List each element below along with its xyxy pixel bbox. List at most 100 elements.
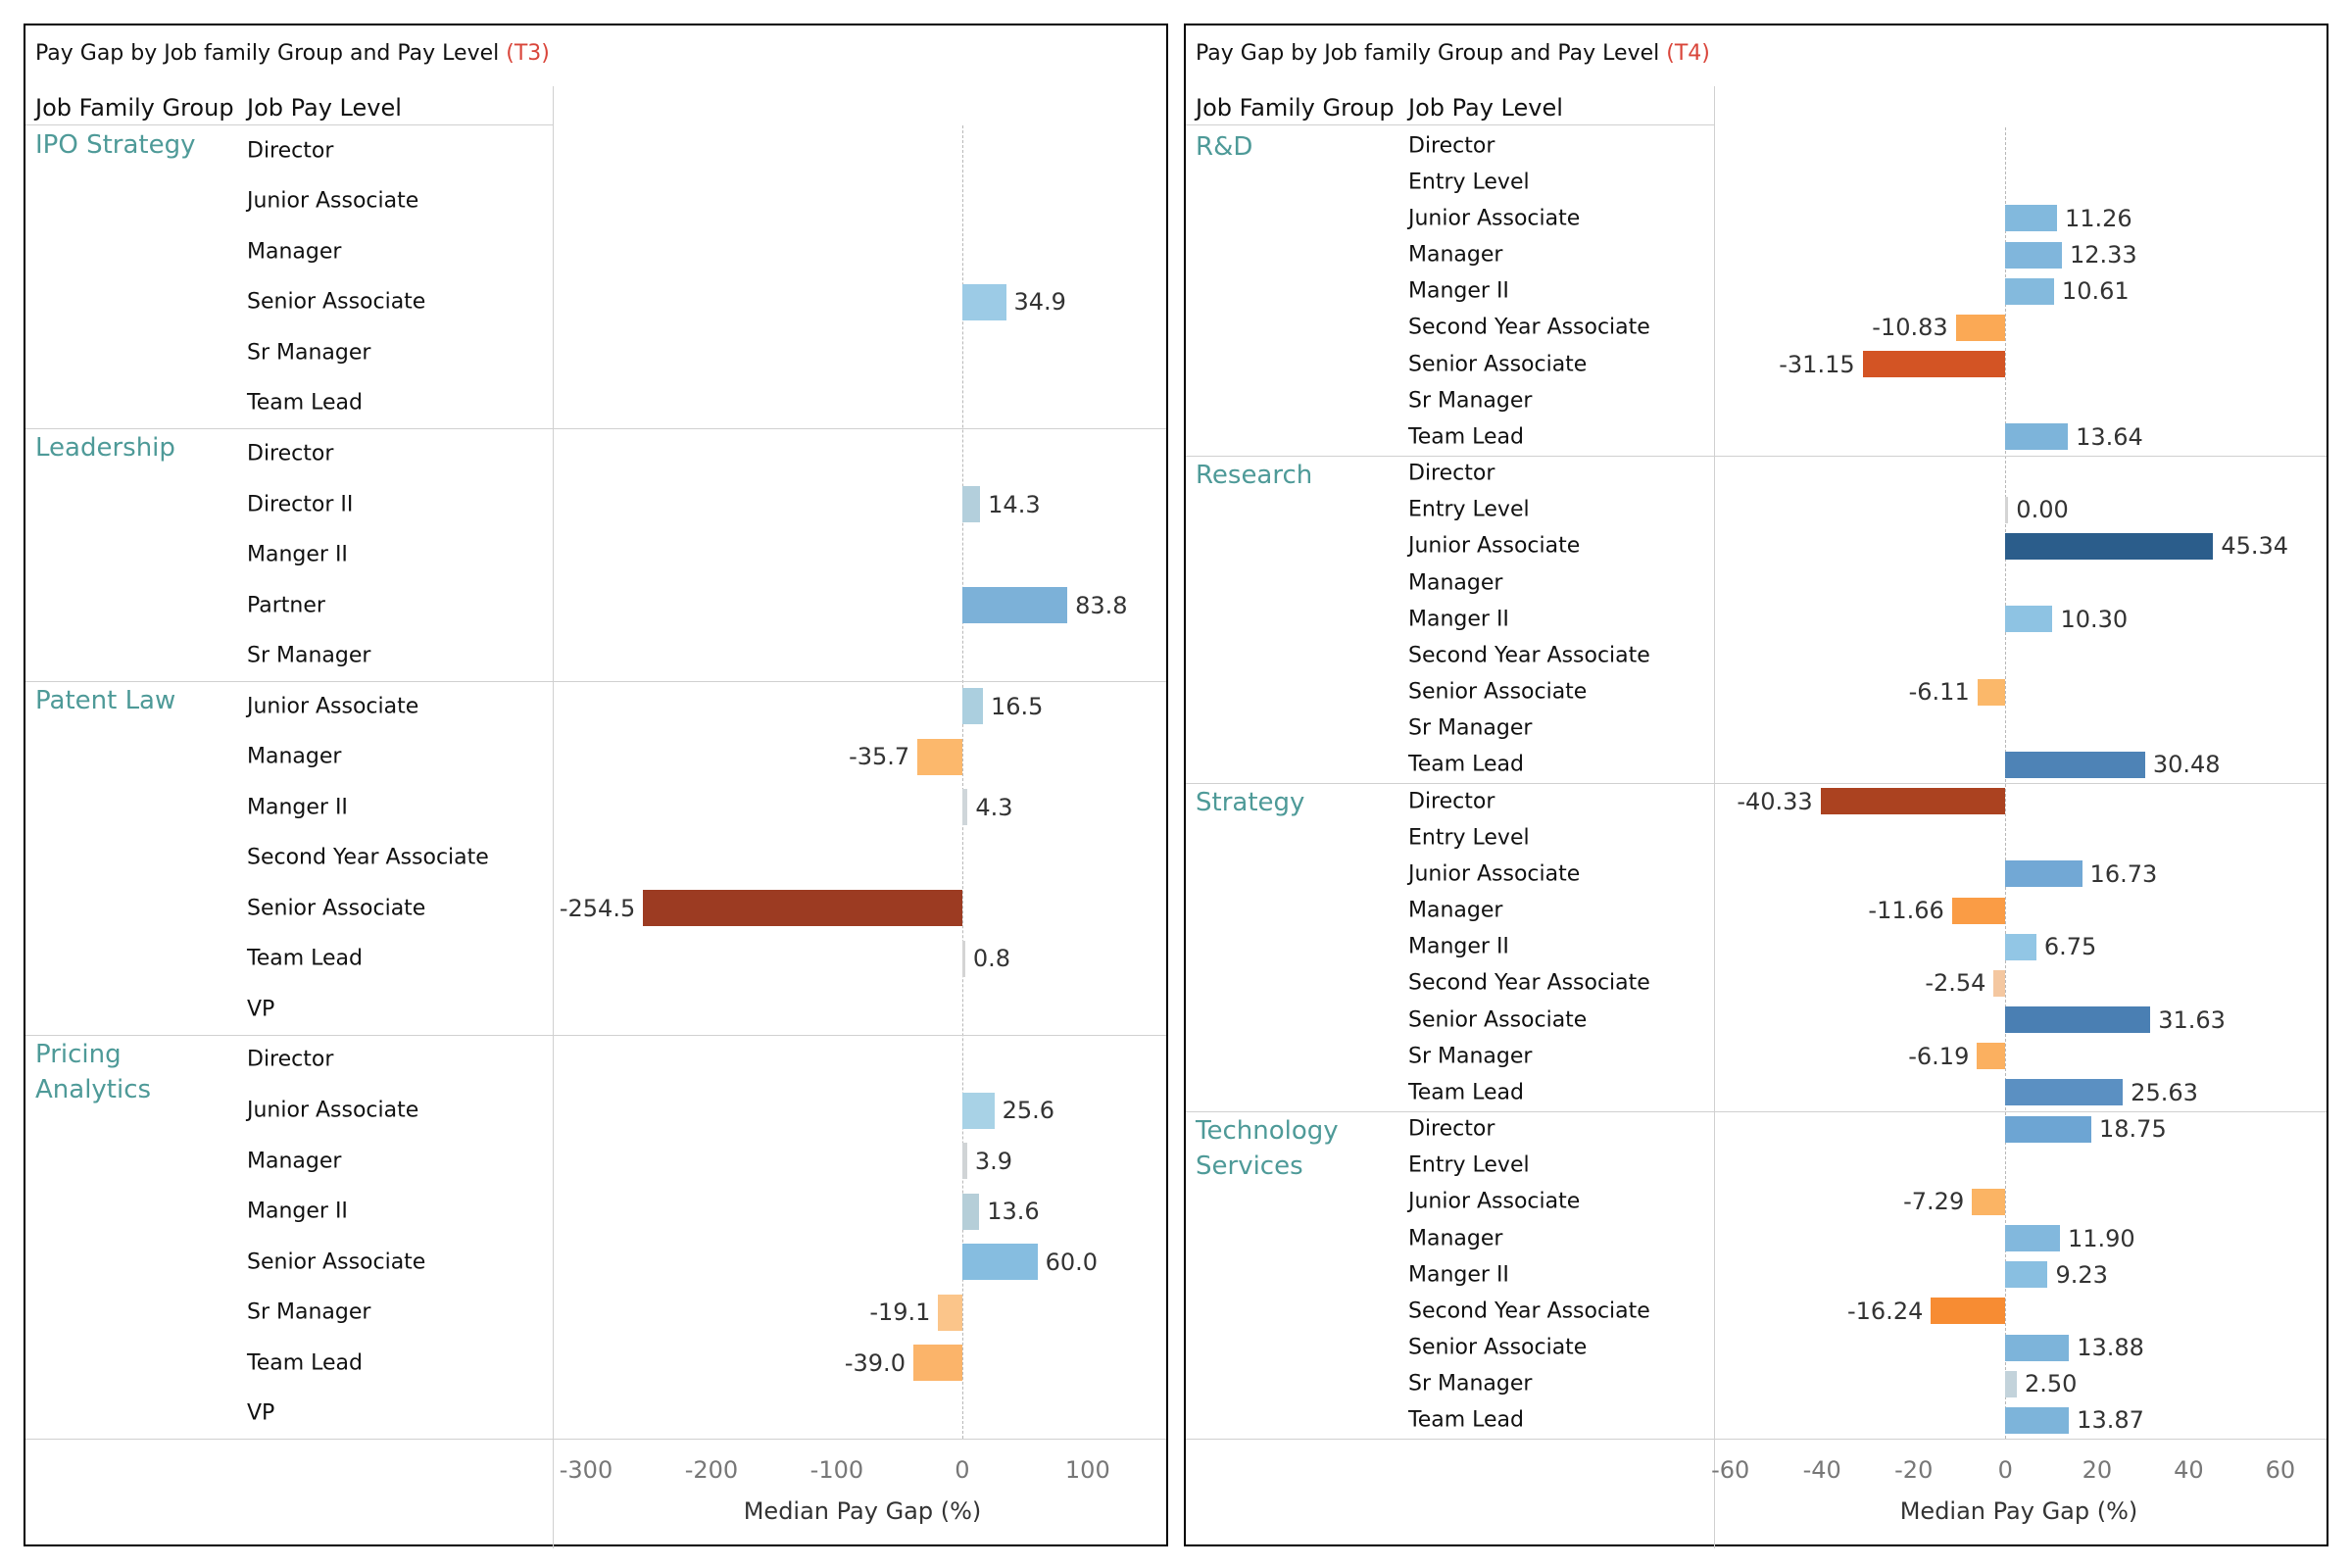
chart-title-tag: (T4) (1666, 41, 1710, 66)
bar (2005, 496, 2009, 523)
bar (2005, 532, 2214, 560)
bar (2005, 1115, 2091, 1143)
data-label: -35.7 (849, 743, 910, 771)
zero-line (961, 125, 963, 1439)
job-pay-level-label: Sr Manager (247, 1299, 371, 1325)
job-pay-level-label: Director II (247, 492, 354, 517)
job-family-group-label: R&D (1196, 132, 1253, 162)
job-pay-level-label: Manager (247, 239, 342, 265)
data-label: 11.90 (2067, 1224, 2135, 1252)
data-label: -31.15 (1779, 350, 1855, 378)
group-divider (1186, 783, 2327, 784)
job-pay-level-label: Director (247, 441, 334, 466)
bar (961, 789, 968, 826)
job-pay-level-label: Junior Associate (1408, 533, 1581, 559)
data-label: 16.73 (2089, 859, 2158, 888)
job-family-group-label: Research (1196, 460, 1313, 490)
group-divider (25, 428, 1166, 430)
column-header-job-pay-level: Job Pay Level (1408, 94, 1563, 122)
job-pay-level-label: Sr Manager (1408, 1371, 1533, 1396)
x-tick-label: -40 (1802, 1456, 1841, 1484)
data-label: 13.64 (2076, 422, 2143, 451)
bar (2005, 933, 2036, 960)
job-family-group-label: Leadership (35, 433, 175, 464)
job-pay-level-label: Manger II (1408, 278, 1509, 304)
job-pay-level-label: Team Lead (1408, 752, 1524, 777)
job-pay-level-label: Team Lead (1408, 424, 1524, 450)
group-divider (1186, 455, 2327, 457)
divider-axis (25, 1439, 1166, 1440)
data-label: 3.9 (974, 1147, 1013, 1175)
divider-header (1186, 124, 1714, 125)
x-tick-label: -100 (809, 1456, 864, 1484)
chart-panel-t4: Pay Gap by Job family Group and Pay Leve… (1184, 24, 2328, 1548)
job-family-group-label: Technology Services (1196, 1115, 1339, 1181)
job-pay-level-label: Sr Manager (1408, 1044, 1533, 1069)
x-tick-label: -200 (684, 1456, 739, 1484)
job-pay-level-label: Director (1408, 1116, 1495, 1142)
bar (961, 940, 965, 977)
job-pay-level-label: Second Year Associate (1408, 643, 1650, 668)
job-pay-level-label: Director (247, 138, 334, 164)
job-pay-level-label: Junior Associate (247, 694, 419, 719)
data-label: -7.29 (1903, 1188, 1965, 1216)
data-label: 2.50 (2025, 1370, 2078, 1398)
job-family-group-label: IPO Strategy (35, 130, 196, 160)
job-pay-level-label: Senior Associate (247, 1250, 426, 1275)
column-header-job-family-group: Job Family Group (35, 94, 234, 122)
x-axis-title: Median Pay Gap (%) (1899, 1497, 2138, 1525)
x-tick-label: 40 (2174, 1456, 2204, 1484)
bar (917, 738, 962, 775)
data-label: 11.26 (2064, 204, 2132, 232)
data-label: 13.88 (2077, 1334, 2144, 1362)
bar (2005, 1334, 2070, 1361)
data-label: -6.11 (1908, 678, 1970, 707)
job-pay-level-label: Team Lead (247, 1350, 363, 1376)
data-label: -40.33 (1737, 787, 1813, 815)
bar (2005, 1079, 2124, 1106)
data-label: 14.3 (988, 490, 1041, 518)
job-pay-level-label: Senior Associate (1408, 1007, 1588, 1033)
x-tick-label: 0 (955, 1456, 970, 1484)
data-label: 0.8 (972, 945, 1011, 973)
job-family-group-label: Patent Law (35, 685, 176, 715)
bar (2005, 1225, 2060, 1252)
x-tick-label: -60 (1711, 1456, 1750, 1484)
job-pay-level-label: Team Lead (1408, 1080, 1524, 1105)
job-pay-level-label: Manager (1408, 570, 1503, 596)
job-pay-level-label: Junior Associate (1408, 1189, 1581, 1214)
x-tick-label: 100 (1064, 1456, 1110, 1484)
bar (2005, 423, 2069, 451)
data-label: -2.54 (1925, 969, 1986, 998)
job-pay-level-label: Manger II (1408, 1262, 1509, 1288)
job-pay-level-label: Manager (247, 744, 342, 769)
bar (961, 1143, 967, 1180)
job-pay-level-label: Entry Level (1408, 825, 1530, 851)
bar (961, 587, 1068, 624)
job-pay-level-label: Manager (1408, 1226, 1503, 1251)
x-tick-label: 60 (2265, 1456, 2296, 1484)
bar (961, 688, 983, 725)
data-label: 31.63 (2158, 1005, 2226, 1034)
job-pay-level-label: Entry Level (1408, 170, 1530, 195)
data-label: 25.63 (2131, 1078, 2198, 1106)
job-pay-level-label: Director (1408, 133, 1495, 159)
job-pay-level-label: Sr Manager (247, 340, 371, 366)
chart-title-text: Pay Gap by Job family Group and Pay Leve… (35, 41, 500, 66)
bar (1977, 1043, 2006, 1070)
job-pay-level-label: Partner (247, 593, 325, 618)
bar (1820, 788, 2006, 815)
bar (961, 283, 1006, 320)
job-pay-level-label: Senior Associate (1408, 1335, 1588, 1360)
job-pay-level-label: Team Lead (1408, 1407, 1524, 1433)
data-label: -6.19 (1908, 1042, 1970, 1070)
job-pay-level-label: Manger II (1408, 934, 1509, 959)
job-pay-level-label: Senior Associate (1408, 679, 1588, 705)
job-pay-level-label: Senior Associate (247, 289, 426, 315)
job-pay-level-label: Sr Manager (1408, 388, 1533, 414)
chart-title: Pay Gap by Job family Group and Pay Leve… (35, 41, 550, 66)
data-label: -16.24 (1846, 1297, 1924, 1325)
bar (1993, 969, 2006, 997)
divider-axis (1186, 1439, 2327, 1440)
job-pay-level-label: Manager (1408, 898, 1503, 923)
